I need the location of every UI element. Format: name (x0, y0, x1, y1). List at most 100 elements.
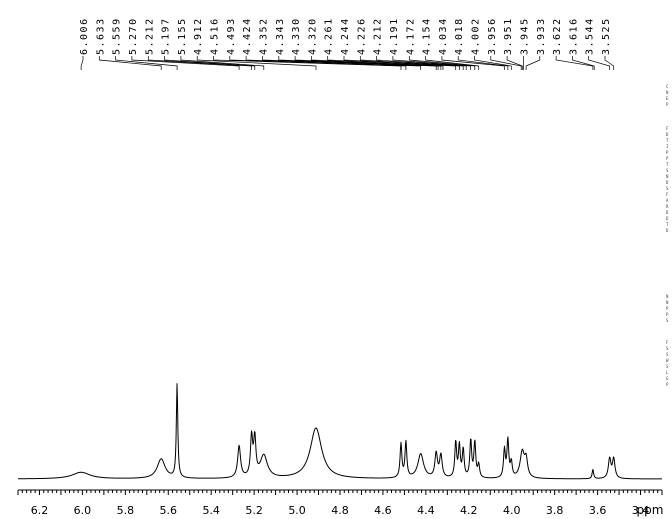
parameter-glyph: S (666, 364, 669, 369)
parameter-glyph: G (666, 376, 669, 381)
peak-label-leader (572, 56, 595, 70)
x-axis-tick-label: 3.8 (546, 504, 564, 517)
peak-label-leader (490, 56, 522, 70)
x-axis-tick-label: 6.0 (74, 504, 92, 517)
peak-label-leader (359, 56, 464, 70)
peak-label-leader (588, 56, 610, 70)
peak-label-leader (213, 56, 402, 70)
peak-label-leader (180, 56, 265, 70)
peak-label-leader (525, 56, 541, 70)
peak-label: 4.244 (340, 17, 351, 55)
peak-label-leader (311, 56, 444, 70)
peak-label-leader (457, 56, 509, 70)
parameter-glyph: N (666, 300, 669, 305)
peak-label: 4.191 (389, 17, 400, 55)
x-axis-tick-label: 3.6 (589, 504, 607, 517)
parameter-glyph: D (666, 228, 669, 233)
parameter-glyph: D (666, 216, 669, 221)
peak-label-leader (196, 56, 317, 70)
peak-label-leader (80, 56, 84, 70)
peak-label-leader (604, 56, 615, 70)
peak-label-group: 6.006 5.633 5.559 5.270 5.212 5.197 5.155 4.912… (79, 17, 615, 70)
x-axis: 6.2 6.0 5.8 5.6 5.4 5.2 5.0 4.8 4.6 4.4 4.2 4.0 3.8 3… (17, 489, 663, 517)
peak-label-leader (343, 56, 460, 70)
parameter-glyph: D (666, 180, 669, 185)
peak-label: 3.945 (519, 17, 530, 55)
parameter-glyph: T (666, 222, 669, 227)
parameter-glyph: P (666, 306, 669, 311)
parameter-glyph: F (666, 126, 669, 131)
peak-label-leader (98, 56, 162, 70)
peak-label-leader (131, 56, 240, 70)
peak-label: 4.018 (454, 17, 465, 55)
peak-label: 4.320 (307, 17, 318, 55)
peak-label: 6.006 (79, 17, 90, 55)
parameter-glyph: F (666, 340, 669, 345)
parameter-glyph: L (666, 370, 669, 375)
peak-label-leader (392, 56, 472, 70)
peak-label: 3.951 (503, 17, 514, 55)
parameter-glyph: N (666, 294, 669, 299)
peak-label-leader (294, 56, 442, 70)
peak-label: 4.330 (291, 17, 302, 55)
peak-label-leader (506, 56, 523, 70)
x-axis-tick-label: 4.8 (331, 504, 349, 517)
parameter-glyph: S (666, 318, 669, 323)
parameter-glyph: I (666, 144, 669, 149)
peak-label: 3.933 (536, 17, 547, 55)
peak-label-leader (376, 56, 467, 70)
parameter-glyph: C (666, 84, 669, 89)
parameter-glyph: P (666, 156, 669, 161)
parameter-glyph: S (666, 186, 669, 191)
peak-label-leader (441, 56, 505, 70)
x-axis-tick-label: 5.4 (202, 504, 220, 517)
peak-label-leader (408, 56, 476, 70)
peak-label: 4.352 (258, 17, 269, 55)
peak-label-leader (474, 56, 512, 70)
x-axis-tick-label: 3.4 (632, 504, 650, 517)
x-axis-tick-label: 5.8 (117, 504, 135, 517)
parameter-glyph: T (666, 138, 669, 143)
parameter-glyph: T (666, 162, 669, 167)
peak-label-leader (555, 56, 594, 70)
peak-label: 5.633 (95, 17, 106, 55)
peak-label: 4.343 (275, 17, 286, 55)
peak-label: 3.622 (552, 17, 563, 55)
peak-label: 3.544 (585, 17, 596, 55)
x-axis-tick-label: 5.0 (288, 504, 306, 517)
peak-label: 5.155 (177, 17, 188, 55)
parameter-glyph: R (666, 204, 669, 209)
peak-label: 4.424 (242, 17, 253, 55)
peak-label-leader (245, 56, 422, 70)
x-axis-tick-label: 4.4 (417, 504, 435, 517)
peak-label: 3.525 (601, 17, 612, 55)
peak-label-leader (278, 56, 439, 70)
x-axis-tick-label: 4.0 (503, 504, 521, 517)
peak-label: 4.172 (405, 17, 416, 55)
peak-label-leader (115, 56, 178, 70)
parameter-glyph: D (666, 132, 669, 137)
peak-label: 5.270 (128, 17, 139, 55)
parameter-glyph: N (666, 90, 669, 95)
peak-label: 4.516 (210, 17, 221, 55)
peak-label: 4.034 (438, 17, 449, 55)
parameter-glyph: A (666, 198, 669, 203)
parameter-glyph: P (666, 382, 669, 387)
parameter-glyph: P (666, 150, 669, 155)
x-axis-tick-label: 4.6 (374, 504, 392, 517)
peak-label: 5.559 (112, 17, 123, 55)
parameter-glyph: E (666, 96, 669, 101)
peak-label-leader (229, 56, 407, 70)
peak-label: 4.154 (422, 17, 433, 55)
acquisition-parameters-strip: C N E P F D T I P P T S N D S F A R D D … (666, 84, 669, 387)
parameter-glyph: F (666, 192, 669, 197)
peak-label: 4.493 (226, 17, 237, 55)
parameter-glyph: P (666, 312, 669, 317)
x-axis-tick-label: 4.2 (460, 504, 478, 517)
peak-label-leader (147, 56, 252, 70)
parameter-glyph: N (666, 174, 669, 179)
parameter-glyph: D (666, 210, 669, 215)
peak-label: 4.226 (356, 17, 367, 55)
peak-label: 4.912 (193, 17, 204, 55)
